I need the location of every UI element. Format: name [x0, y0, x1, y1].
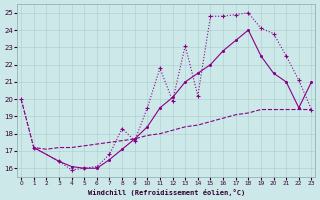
X-axis label: Windchill (Refroidissement éolien,°C): Windchill (Refroidissement éolien,°C) [88, 189, 245, 196]
